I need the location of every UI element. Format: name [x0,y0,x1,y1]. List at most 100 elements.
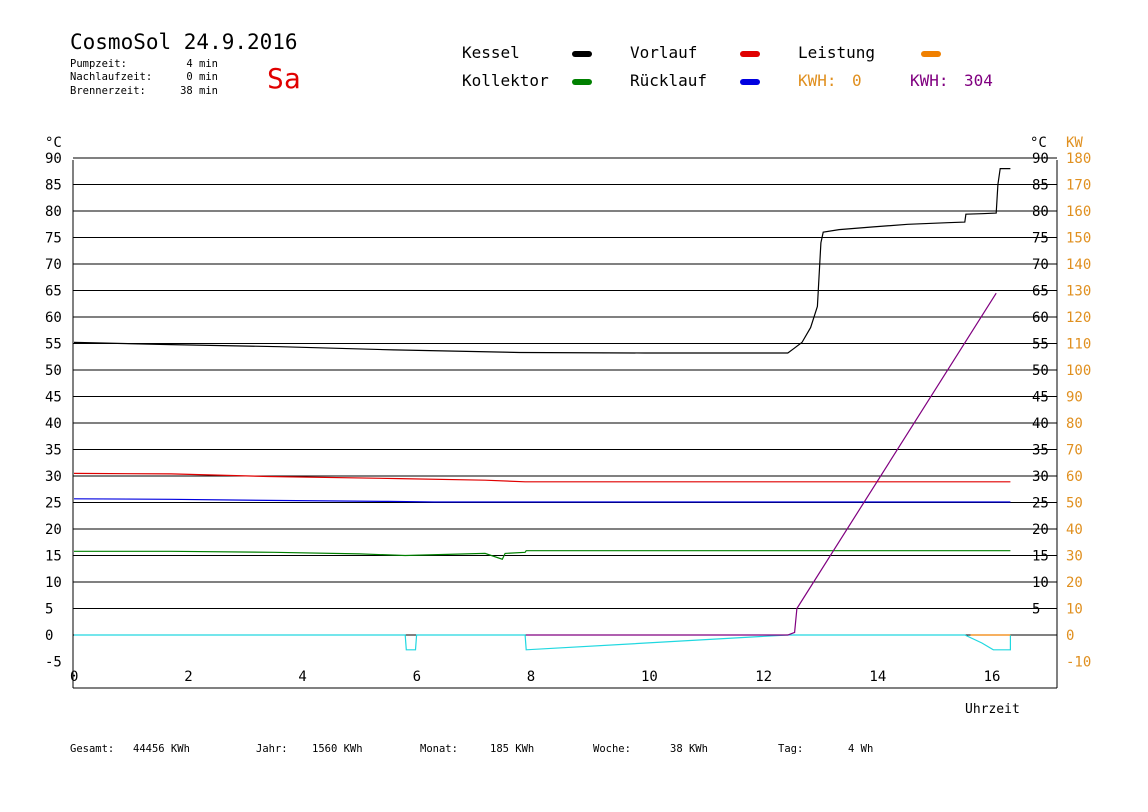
y-tick-label-right: 15 [1032,549,1049,565]
x-tick-label: 6 [413,669,421,685]
legend-ruecklauf-swatch [740,79,760,85]
y-tick-label-left: 45 [45,390,62,406]
legend-vorlauf-swatch [740,51,760,57]
y-tick-label-left: 70 [45,257,62,273]
kw-tick-label: 60 [1066,469,1083,485]
footer-monat-label: Monat: [420,743,458,755]
y-tick-label-right: 80 [1032,204,1049,220]
footer-jahr-label: Jahr: [256,743,288,755]
legend-kollektor-label: Kollektor [462,71,549,90]
legend-leistung-swatch [921,51,941,57]
y-tick-label-right: 85 [1032,178,1049,194]
kw-tick-label: 10 [1066,602,1083,618]
footer-jahr-value: 1560 KWh [312,743,363,755]
chart-tick-labels: -505101520253035404550556065707580859051… [45,135,1091,685]
y-tick-label-right: 55 [1032,337,1049,353]
kw-tick-label: 30 [1066,549,1083,565]
kwh-total-label: KWH: [910,71,949,90]
kw-tick-label: 80 [1066,416,1083,432]
y-tick-label-right: 90 [1032,151,1049,167]
kw-tick-label: -10 [1066,655,1091,671]
kw-tick-label: 180 [1066,151,1091,167]
y-tick-label-right: 35 [1032,443,1049,459]
x-tick-label: 10 [641,669,658,685]
chart-title: CosmoSol 24.9.2016 [70,30,298,54]
y-axis-unit-left: °C [45,135,62,151]
footer-woche-value: 38 KWh [670,743,708,755]
y-tick-label-left: -5 [45,655,62,671]
y-tick-label-left: 35 [45,443,62,459]
kw-tick-label: 100 [1066,363,1091,379]
y-tick-label-right: 20 [1032,522,1049,538]
kw-tick-label: 120 [1066,310,1091,326]
y-tick-label-left: 15 [45,549,62,565]
x-tick-label: 12 [755,669,772,685]
legend-kessel-label: Kessel [462,43,520,62]
series-line-leistung [74,634,1012,651]
y-tick-label-right: 70 [1032,257,1049,273]
x-tick-label: 4 [298,669,306,685]
y-tick-label-left: 90 [45,151,62,167]
y-tick-label-left: 5 [45,602,53,618]
y-tick-label-left: 75 [45,231,62,247]
kwh-day-label: KWH: [798,71,837,90]
y-tick-label-right: 25 [1032,496,1049,512]
y-tick-label-left: 40 [45,416,62,432]
kw-axis-unit: KW [1066,135,1083,151]
legend-ruecklauf-label: Rücklauf [630,71,708,90]
y-tick-label-right: 60 [1032,310,1049,326]
x-axis-label: Uhrzeit [965,702,1020,717]
y-tick-label-left: 25 [45,496,62,512]
y-tick-label-right: 75 [1032,231,1049,247]
y-tick-label-left: 10 [45,575,62,591]
kw-tick-label: 20 [1066,575,1083,591]
kwh-total-value: 304 [964,71,993,90]
chart-axes [72,160,1058,689]
x-tick-label: 14 [869,669,886,685]
y-tick-label-left: 55 [45,337,62,353]
series-line-vorlauf [73,472,1011,483]
kw-tick-label: 0 [1066,628,1074,644]
y-tick-label-right: 30 [1032,469,1049,485]
legend-leistung-label: Leistung [798,43,876,62]
kw-tick-label: 160 [1066,204,1091,220]
series-line-kessel [73,168,1011,354]
pumpzeit-label: Pumpzeit: [70,58,127,70]
kwh-day-value: 0 [852,71,862,90]
footer-tag-label: Tag: [778,743,804,755]
kw-tick-label: 70 [1066,443,1083,459]
y-tick-label-left: 85 [45,178,62,194]
y-tick-label-right: 40 [1032,416,1049,432]
y-tick-label-left: 60 [45,310,62,326]
kw-tick-label: 130 [1066,284,1091,300]
kw-tick-label: 150 [1066,231,1091,247]
y-tick-label-left: 80 [45,204,62,220]
series-line-kwh [526,292,997,636]
kw-tick-label: 140 [1066,257,1091,273]
legend-vorlauf-label: Vorlauf [630,43,698,62]
x-tick-label: 0 [70,669,78,685]
x-tick-label: 8 [527,669,535,685]
x-tick-label: 2 [184,669,192,685]
y-tick-label-right: 45 [1032,390,1049,406]
nachlaufzeit-label: Nachlaufzeit: [70,71,153,83]
legend-kessel-swatch [572,51,592,57]
kw-tick-label: 50 [1066,496,1083,512]
chart-series-group [73,168,1012,651]
y-tick-label-right: 65 [1032,284,1049,300]
y-tick-label-right: 50 [1032,363,1049,379]
nachlaufzeit-value: 0 min [186,71,218,83]
weekday-label: Sa [267,62,301,95]
kw-tick-label: 110 [1066,337,1091,353]
chart-grid [73,157,1057,636]
footer-gesamt-label: Gesamt: [70,743,115,755]
y-tick-label-right: 5 [1032,602,1040,618]
footer-gesamt-value: 44456 KWh [133,743,190,755]
y-tick-label-left: 30 [45,469,62,485]
y-axis-unit-right: °C [1030,135,1047,151]
brennerzeit-label: Brennerzeit: [70,85,146,97]
footer-monat-value: 185 KWh [490,743,535,755]
y-tick-label-left: 20 [45,522,62,538]
legend-kollektor-swatch [572,79,592,85]
